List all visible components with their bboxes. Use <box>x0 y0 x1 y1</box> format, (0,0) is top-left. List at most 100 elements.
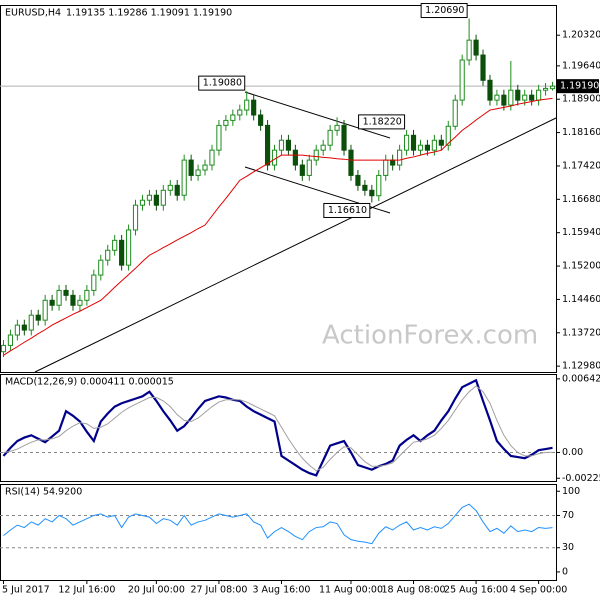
candle-body <box>522 94 528 101</box>
y-tick-label: 1.15940 <box>562 227 600 238</box>
candle-body <box>452 99 458 127</box>
candle-body <box>49 299 55 306</box>
candle-body <box>264 124 271 166</box>
candle-body <box>28 314 34 331</box>
candle-body <box>417 144 424 151</box>
candle-body <box>202 164 208 171</box>
series-line <box>3 503 553 545</box>
candle-body <box>327 129 333 146</box>
candle-body <box>320 144 326 151</box>
candle-body <box>188 159 194 176</box>
candle-body <box>153 194 159 206</box>
y-tick-label: 1.20320 <box>562 30 600 41</box>
candle-body <box>501 94 507 106</box>
panel-title: MACD(12,26,9) 0.000411 0.000015 <box>5 377 174 388</box>
moving-average <box>3 97 553 356</box>
candle-body <box>431 139 437 151</box>
candle-body <box>355 174 361 186</box>
candle-body <box>160 189 166 206</box>
candle-body <box>125 229 132 266</box>
annotation-label: 1.16610 <box>328 205 367 216</box>
candle-body <box>285 139 292 151</box>
x-tick-label: 3 Aug 16:00 <box>252 585 310 596</box>
candle-body <box>167 184 173 191</box>
candle-body <box>258 114 264 126</box>
candle-body <box>251 99 257 116</box>
y-tick-label: 1.19640 <box>562 60 600 71</box>
candle-body <box>313 149 319 161</box>
panel-frame <box>0 374 557 482</box>
candle-body <box>105 249 111 261</box>
candle-body <box>216 124 222 151</box>
panel-subtitle: 1.19135 1.19286 1.19091 1.19190 <box>66 8 232 19</box>
candle-body <box>70 294 76 306</box>
candle-body <box>42 299 48 321</box>
trend-line <box>34 117 557 373</box>
x-tick-label: 4 Sep 00:00 <box>510 585 567 596</box>
candle-body <box>306 159 312 176</box>
y-tick-label: 70 <box>562 510 574 521</box>
y-tick-label: 100 <box>562 486 580 497</box>
candle-body <box>487 79 493 101</box>
candle-body <box>515 89 521 101</box>
candle-body <box>403 134 410 151</box>
candle-body <box>237 109 243 116</box>
series-line <box>2 378 553 477</box>
y-tick-label: 0.006425 <box>562 373 600 384</box>
candle-body <box>77 299 83 306</box>
x-tick-label: 27 Jul 08:00 <box>190 585 247 596</box>
candle-body <box>397 149 403 166</box>
candle-body <box>35 314 41 321</box>
x-tick-label: 25 Aug 16:00 <box>444 585 508 596</box>
candle-body <box>390 159 396 166</box>
candle-body <box>292 149 298 166</box>
candle-body <box>271 149 278 166</box>
panel-frame <box>0 5 557 373</box>
x-tick-label: 11 Aug 00:00 <box>319 585 383 596</box>
last-price-box <box>557 79 599 94</box>
candle-body <box>278 139 285 151</box>
y-tick-label: 1.18160 <box>562 127 600 138</box>
candle-body <box>146 194 153 201</box>
candle-body <box>348 149 354 176</box>
candle-body <box>362 184 368 191</box>
candle-body <box>112 239 118 251</box>
candle-body <box>299 164 305 176</box>
candle-body <box>14 324 20 336</box>
candle-body <box>21 324 27 331</box>
candle-body <box>119 239 125 266</box>
y-tick-label: 1.12980 <box>562 361 600 372</box>
candle-body <box>376 174 382 197</box>
candle-body <box>244 99 250 111</box>
y-tick-label: 1.14460 <box>562 294 600 305</box>
candle-body <box>508 89 514 106</box>
panel-frame <box>0 484 557 581</box>
candle-body <box>334 124 340 131</box>
candle-body <box>91 274 97 291</box>
y-tick-label: 1.17420 <box>562 160 600 171</box>
panel-title: EURUSD,H4 <box>5 8 61 19</box>
y-tick-label: 1.16680 <box>562 194 600 205</box>
y-tick-label: 1.13720 <box>562 327 600 338</box>
series-line <box>3 385 553 472</box>
candle-body <box>369 189 375 197</box>
candle-body <box>0 344 7 353</box>
y-tick-label: 0.00 <box>562 447 583 458</box>
candle-body <box>7 334 14 346</box>
y-tick-label: 0 <box>562 566 568 577</box>
x-tick-label: 18 Aug 08:00 <box>381 585 445 596</box>
y-tick-label: 30 <box>562 542 574 553</box>
candle-body <box>466 39 472 61</box>
annotation-box <box>323 202 371 218</box>
candle-body <box>63 289 69 296</box>
channel-upper <box>244 91 391 139</box>
annotation-label: 1.18220 <box>363 116 402 127</box>
candle-body <box>132 204 139 231</box>
candle-body <box>529 94 535 101</box>
annotation-box <box>420 3 468 19</box>
candle-body <box>139 199 146 206</box>
candle-body <box>536 89 542 101</box>
annotation-box <box>358 114 406 130</box>
panel-title: RSI(14) 54.9200 <box>5 487 82 498</box>
